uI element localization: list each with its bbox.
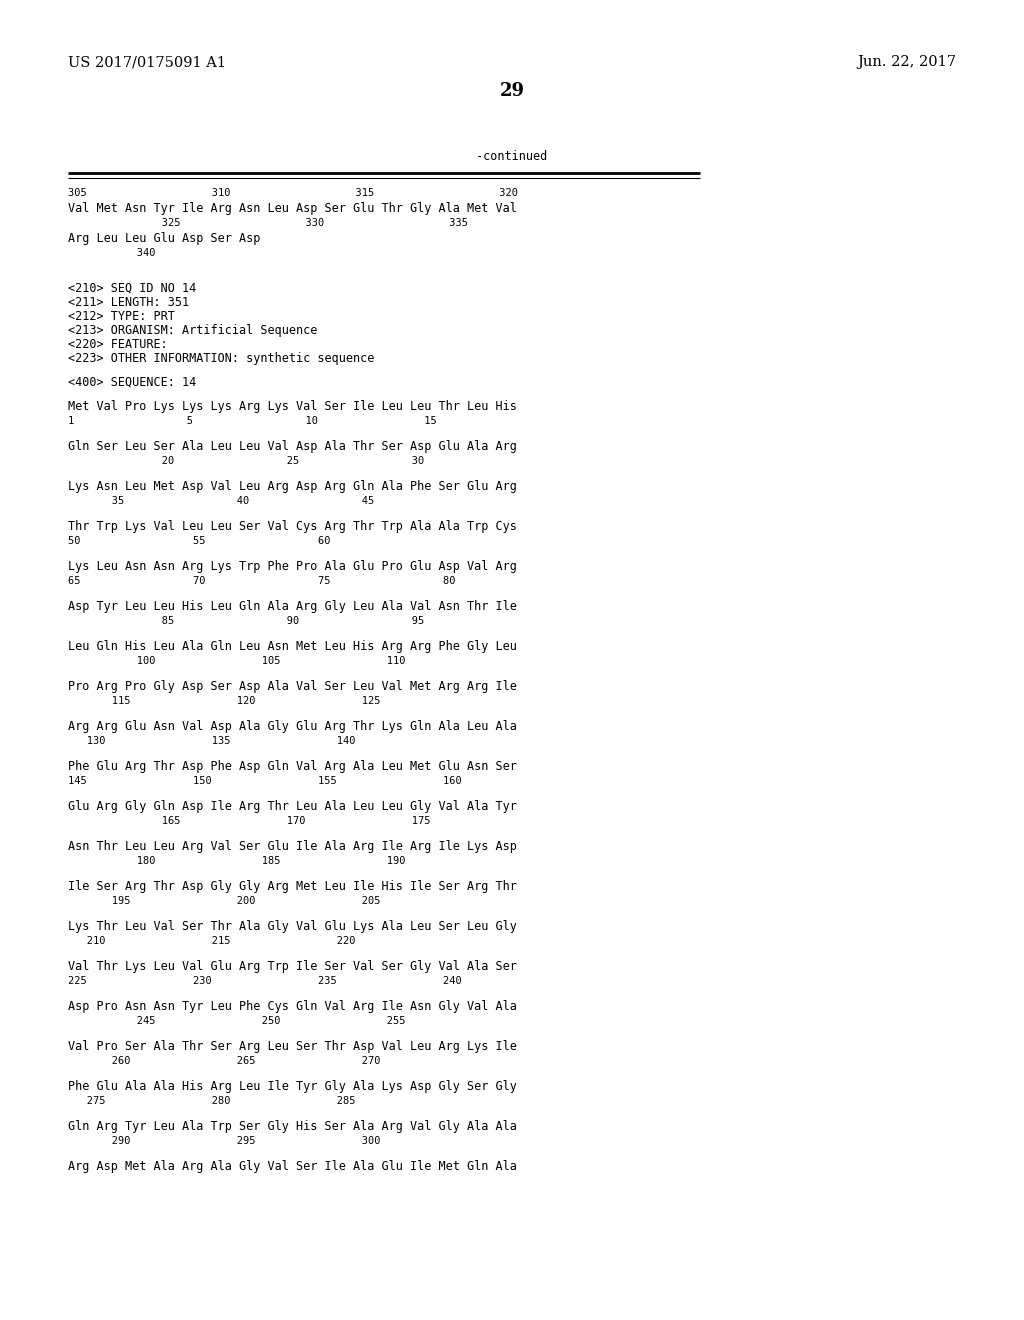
Text: 145                 150                 155                 160: 145 150 155 160 [68, 776, 462, 785]
Text: <400> SEQUENCE: 14: <400> SEQUENCE: 14 [68, 376, 197, 389]
Text: 180                 185                 190: 180 185 190 [68, 855, 406, 866]
Text: 35                  40                  45: 35 40 45 [68, 496, 374, 506]
Text: 1                  5                  10                 15: 1 5 10 15 [68, 416, 437, 426]
Text: Ile Ser Arg Thr Asp Gly Gly Arg Met Leu Ile His Ile Ser Arg Thr: Ile Ser Arg Thr Asp Gly Gly Arg Met Leu … [68, 880, 517, 894]
Text: Asn Thr Leu Leu Arg Val Ser Glu Ile Ala Arg Ile Arg Ile Lys Asp: Asn Thr Leu Leu Arg Val Ser Glu Ile Ala … [68, 840, 517, 853]
Text: Arg Asp Met Ala Arg Ala Gly Val Ser Ile Ala Glu Ile Met Gln Ala: Arg Asp Met Ala Arg Ala Gly Val Ser Ile … [68, 1160, 517, 1173]
Text: Arg Leu Leu Glu Asp Ser Asp: Arg Leu Leu Glu Asp Ser Asp [68, 232, 260, 246]
Text: Arg Arg Glu Asn Val Asp Ala Gly Glu Arg Thr Lys Gln Ala Leu Ala: Arg Arg Glu Asn Val Asp Ala Gly Glu Arg … [68, 719, 517, 733]
Text: 115                 120                 125: 115 120 125 [68, 696, 381, 706]
Text: 50                  55                  60: 50 55 60 [68, 536, 331, 546]
Text: Met Val Pro Lys Lys Lys Arg Lys Val Ser Ile Leu Leu Thr Leu His: Met Val Pro Lys Lys Lys Arg Lys Val Ser … [68, 400, 517, 413]
Text: US 2017/0175091 A1: US 2017/0175091 A1 [68, 55, 226, 69]
Text: <212> TYPE: PRT: <212> TYPE: PRT [68, 310, 175, 323]
Text: Asp Tyr Leu Leu His Leu Gln Ala Arg Gly Leu Ala Val Asn Thr Ile: Asp Tyr Leu Leu His Leu Gln Ala Arg Gly … [68, 601, 517, 612]
Text: Asp Pro Asn Asn Tyr Leu Phe Cys Gln Val Arg Ile Asn Gly Val Ala: Asp Pro Asn Asn Tyr Leu Phe Cys Gln Val … [68, 1001, 517, 1012]
Text: Leu Gln His Leu Ala Gln Leu Asn Met Leu His Arg Arg Phe Gly Leu: Leu Gln His Leu Ala Gln Leu Asn Met Leu … [68, 640, 517, 653]
Text: 225                 230                 235                 240: 225 230 235 240 [68, 975, 462, 986]
Text: 260                 265                 270: 260 265 270 [68, 1056, 381, 1067]
Text: Gln Ser Leu Ser Ala Leu Leu Val Asp Ala Thr Ser Asp Glu Ala Arg: Gln Ser Leu Ser Ala Leu Leu Val Asp Ala … [68, 440, 517, 453]
Text: Val Met Asn Tyr Ile Arg Asn Leu Asp Ser Glu Thr Gly Ala Met Val: Val Met Asn Tyr Ile Arg Asn Leu Asp Ser … [68, 202, 517, 215]
Text: 85                  90                  95: 85 90 95 [68, 616, 424, 626]
Text: Val Pro Ser Ala Thr Ser Arg Leu Ser Thr Asp Val Leu Arg Lys Ile: Val Pro Ser Ala Thr Ser Arg Leu Ser Thr … [68, 1040, 517, 1053]
Text: 290                 295                 300: 290 295 300 [68, 1137, 381, 1146]
Text: <211> LENGTH: 351: <211> LENGTH: 351 [68, 296, 189, 309]
Text: Pro Arg Pro Gly Asp Ser Asp Ala Val Ser Leu Val Met Arg Arg Ile: Pro Arg Pro Gly Asp Ser Asp Ala Val Ser … [68, 680, 517, 693]
Text: 29: 29 [500, 82, 524, 100]
Text: Gln Arg Tyr Leu Ala Trp Ser Gly His Ser Ala Arg Val Gly Ala Ala: Gln Arg Tyr Leu Ala Trp Ser Gly His Ser … [68, 1119, 517, 1133]
Text: Phe Glu Arg Thr Asp Phe Asp Gln Val Arg Ala Leu Met Glu Asn Ser: Phe Glu Arg Thr Asp Phe Asp Gln Val Arg … [68, 760, 517, 774]
Text: Thr Trp Lys Val Leu Leu Ser Val Cys Arg Thr Trp Ala Ala Trp Cys: Thr Trp Lys Val Leu Leu Ser Val Cys Arg … [68, 520, 517, 533]
Text: Glu Arg Gly Gln Asp Ile Arg Thr Leu Ala Leu Leu Gly Val Ala Tyr: Glu Arg Gly Gln Asp Ile Arg Thr Leu Ala … [68, 800, 517, 813]
Text: Jun. 22, 2017: Jun. 22, 2017 [857, 55, 956, 69]
Text: 245                 250                 255: 245 250 255 [68, 1016, 406, 1026]
Text: <213> ORGANISM: Artificial Sequence: <213> ORGANISM: Artificial Sequence [68, 323, 317, 337]
Text: Val Thr Lys Leu Val Glu Arg Trp Ile Ser Val Ser Gly Val Ala Ser: Val Thr Lys Leu Val Glu Arg Trp Ile Ser … [68, 960, 517, 973]
Text: <223> OTHER INFORMATION: synthetic sequence: <223> OTHER INFORMATION: synthetic seque… [68, 352, 375, 366]
Text: 165                 170                 175: 165 170 175 [68, 816, 430, 826]
Text: <220> FEATURE:: <220> FEATURE: [68, 338, 168, 351]
Text: 210                 215                 220: 210 215 220 [68, 936, 355, 946]
Text: 20                  25                  30: 20 25 30 [68, 455, 424, 466]
Text: 195                 200                 205: 195 200 205 [68, 896, 381, 906]
Text: 325                    330                    335: 325 330 335 [68, 218, 468, 228]
Text: 340: 340 [68, 248, 156, 257]
Text: 65                  70                  75                  80: 65 70 75 80 [68, 576, 456, 586]
Text: Lys Thr Leu Val Ser Thr Ala Gly Val Glu Lys Ala Leu Ser Leu Gly: Lys Thr Leu Val Ser Thr Ala Gly Val Glu … [68, 920, 517, 933]
Text: 275                 280                 285: 275 280 285 [68, 1096, 355, 1106]
Text: -continued: -continued [476, 150, 548, 162]
Text: 305                    310                    315                    320: 305 310 315 320 [68, 187, 518, 198]
Text: Phe Glu Ala Ala His Arg Leu Ile Tyr Gly Ala Lys Asp Gly Ser Gly: Phe Glu Ala Ala His Arg Leu Ile Tyr Gly … [68, 1080, 517, 1093]
Text: <210> SEQ ID NO 14: <210> SEQ ID NO 14 [68, 282, 197, 294]
Text: Lys Leu Asn Asn Arg Lys Trp Phe Pro Ala Glu Pro Glu Asp Val Arg: Lys Leu Asn Asn Arg Lys Trp Phe Pro Ala … [68, 560, 517, 573]
Text: 100                 105                 110: 100 105 110 [68, 656, 406, 667]
Text: 130                 135                 140: 130 135 140 [68, 737, 355, 746]
Text: Lys Asn Leu Met Asp Val Leu Arg Asp Arg Gln Ala Phe Ser Glu Arg: Lys Asn Leu Met Asp Val Leu Arg Asp Arg … [68, 480, 517, 492]
